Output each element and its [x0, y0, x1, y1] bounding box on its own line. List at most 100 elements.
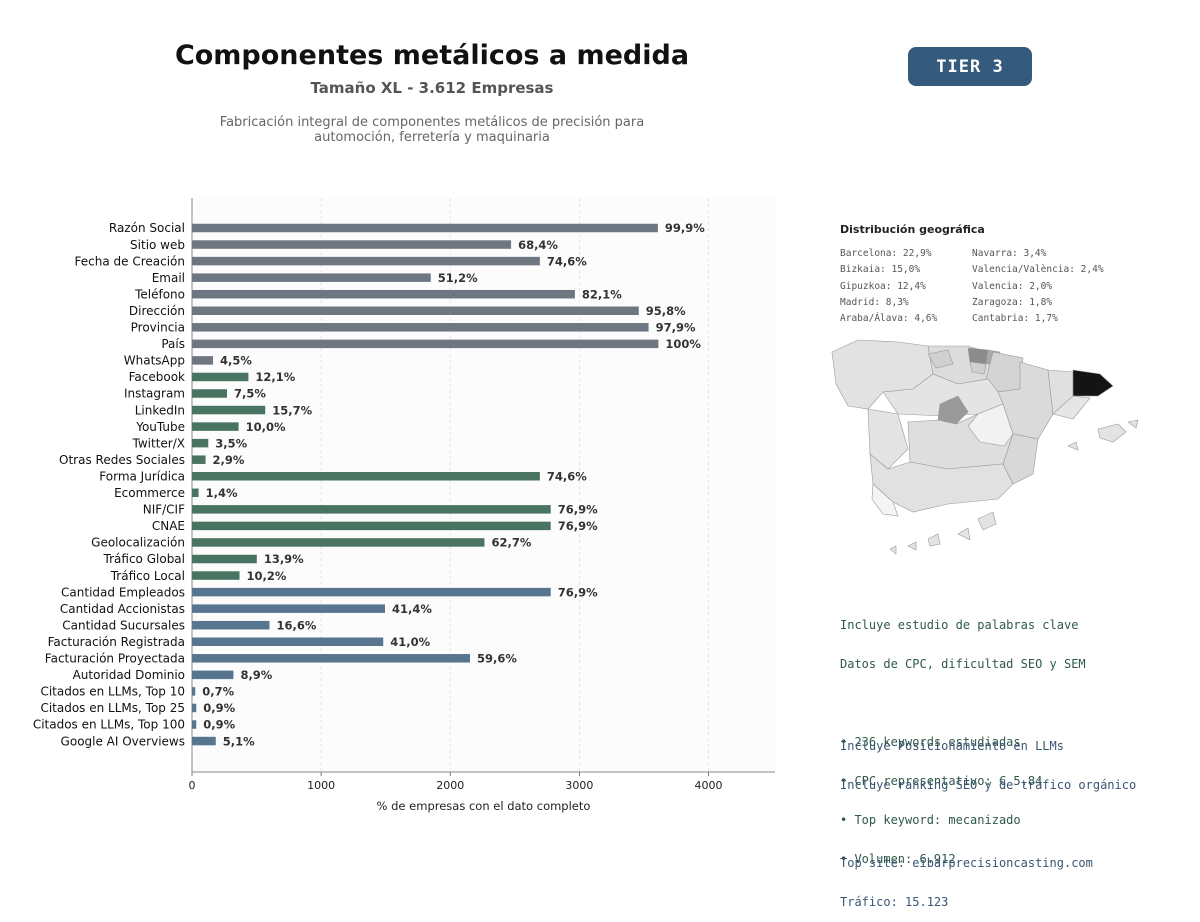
- geo-item: Valencia/València: 2,4%: [972, 264, 1104, 276]
- data-label: 13,9%: [264, 552, 304, 566]
- geo-item: Gipuzkoa: 12,4%: [840, 280, 926, 292]
- seo-line: Incluye estudio de palabras clave: [840, 618, 1079, 632]
- bar: [192, 703, 197, 713]
- map-region-madrid: [937, 395, 969, 425]
- bar: [192, 256, 540, 266]
- geo-list-col1: Barcelona: 22,9% Bizkaia: 15,0% Gipuzkoa…: [840, 246, 937, 327]
- bar: [192, 389, 227, 398]
- category-label: País: [161, 337, 185, 351]
- data-label: 3,5%: [215, 436, 247, 450]
- category-label: Geolocalización: [91, 536, 185, 550]
- bar: [192, 323, 649, 332]
- category-label: Facturación Registrada: [48, 635, 185, 649]
- category-label: Facebook: [129, 370, 185, 384]
- x-axis-label: % de empresas con el dato completo: [377, 799, 591, 813]
- bar: [192, 405, 266, 415]
- map-region-east-coast: [1002, 433, 1039, 485]
- map-region-canary-5: [889, 545, 897, 555]
- data-label: 76,9%: [558, 503, 598, 517]
- map-region-alava: [969, 361, 987, 375]
- category-label: WhatsApp: [124, 354, 185, 368]
- data-label: 41,0%: [390, 635, 430, 649]
- category-label: NIF/CIF: [143, 503, 185, 517]
- bar: [192, 521, 551, 531]
- seo-bullet: • Volumen: 6.912: [840, 852, 956, 866]
- category-label: Dirección: [129, 304, 185, 318]
- bar: [192, 505, 551, 514]
- map-region-balearic-1: [1097, 423, 1127, 443]
- plot-area: [192, 198, 775, 772]
- category-label: Otras Redes Sociales: [59, 453, 185, 467]
- llm-traffic: Tráfico: 15.123: [840, 895, 949, 909]
- map-region-canary-3: [927, 533, 941, 547]
- seo-line: Datos de CPC, dificultad SEO y SEM: [840, 657, 1086, 671]
- data-label: 100%: [665, 337, 701, 351]
- data-label: 82,1%: [582, 287, 622, 301]
- bar: [192, 637, 384, 646]
- map-region-canary-1: [977, 511, 997, 531]
- data-label: 0,7%: [202, 685, 234, 699]
- bar: [192, 223, 658, 233]
- map-region-canary-2: [957, 527, 971, 541]
- category-label: Instagram: [124, 387, 185, 401]
- map-region-valencia: [967, 403, 1014, 447]
- x-tick-label: 1000: [307, 779, 335, 792]
- bar: [192, 240, 512, 249]
- map-region-bizkaia: [967, 347, 989, 365]
- category-label: Sitio web: [130, 238, 185, 252]
- data-label: 10,2%: [247, 569, 287, 583]
- data-label: 68,4%: [518, 238, 558, 252]
- bar: [192, 620, 270, 630]
- bar: [192, 670, 234, 680]
- category-label: Razón Social: [109, 221, 185, 235]
- x-tick-label: 4000: [695, 779, 723, 792]
- llm-line: Incluye ranking SEO y de tráfico orgánic…: [840, 778, 1137, 792]
- map-regions: [831, 339, 1139, 555]
- seo-bullet: • Top keyword: mecanizado: [840, 813, 1021, 827]
- x-tick-label: 0: [189, 779, 196, 792]
- bar: [192, 488, 199, 498]
- map-region-extremadura: [867, 408, 909, 470]
- bar: [192, 736, 216, 746]
- bar: [192, 687, 196, 696]
- data-label: 51,2%: [438, 271, 478, 285]
- category-label: CNAE: [152, 519, 185, 533]
- bar: [192, 720, 197, 729]
- map-region-balearic-3: [1067, 441, 1079, 451]
- data-label: 59,6%: [477, 652, 517, 666]
- data-label: 62,7%: [491, 536, 531, 550]
- llm-line: Incluye Posicionamiento en LLMs: [840, 739, 1064, 753]
- geo-item: Barcelona: 22,9%: [840, 248, 932, 259]
- map-region-canary-4: [907, 541, 917, 551]
- data-label: 41,4%: [392, 602, 432, 616]
- category-label: Ecommerce: [114, 486, 185, 500]
- category-label: Cantidad Sucursales: [62, 618, 185, 632]
- data-label: 5,1%: [223, 734, 255, 748]
- page-subtitle: Tamaño XL - 3.612 Empresas: [310, 79, 554, 97]
- bar: [192, 654, 471, 663]
- x-tick-label: 2000: [436, 779, 464, 792]
- category-label: Tráfico Local: [110, 569, 185, 583]
- geo-item: Navarra: 3,4%: [972, 248, 1047, 259]
- llm-top-site: Top site: eibarprecisioncasting.com: [840, 856, 1093, 870]
- data-label: 99,9%: [665, 221, 705, 235]
- category-label: Cantidad Empleados: [61, 585, 185, 599]
- seo-bullet: • CPC representativo: € 5.84: [840, 774, 1043, 788]
- page-description: Fabricación integral de componentes metá…: [132, 115, 732, 145]
- map-region-cadiz: [871, 483, 899, 517]
- data-label: 2,9%: [213, 453, 245, 467]
- bar: [192, 306, 639, 315]
- bar: [192, 587, 551, 597]
- data-label: 95,8%: [646, 304, 686, 318]
- llm-info-block: Incluye Posicionamiento en LLMs Incluye …: [840, 714, 1136, 922]
- map-region-balearic-2: [1127, 419, 1139, 429]
- data-label: 16,6%: [276, 618, 316, 632]
- category-label: Provincia: [131, 321, 185, 335]
- bar: [192, 289, 575, 299]
- geo-item: Bizkaia: 15,0%: [840, 264, 921, 276]
- geo-item: Zaragoza: 1,8%: [972, 296, 1053, 308]
- bar: [192, 571, 240, 580]
- map-region-tarragona: [1052, 395, 1091, 420]
- data-label: 15,7%: [272, 403, 312, 417]
- spain-map: [831, 339, 1139, 555]
